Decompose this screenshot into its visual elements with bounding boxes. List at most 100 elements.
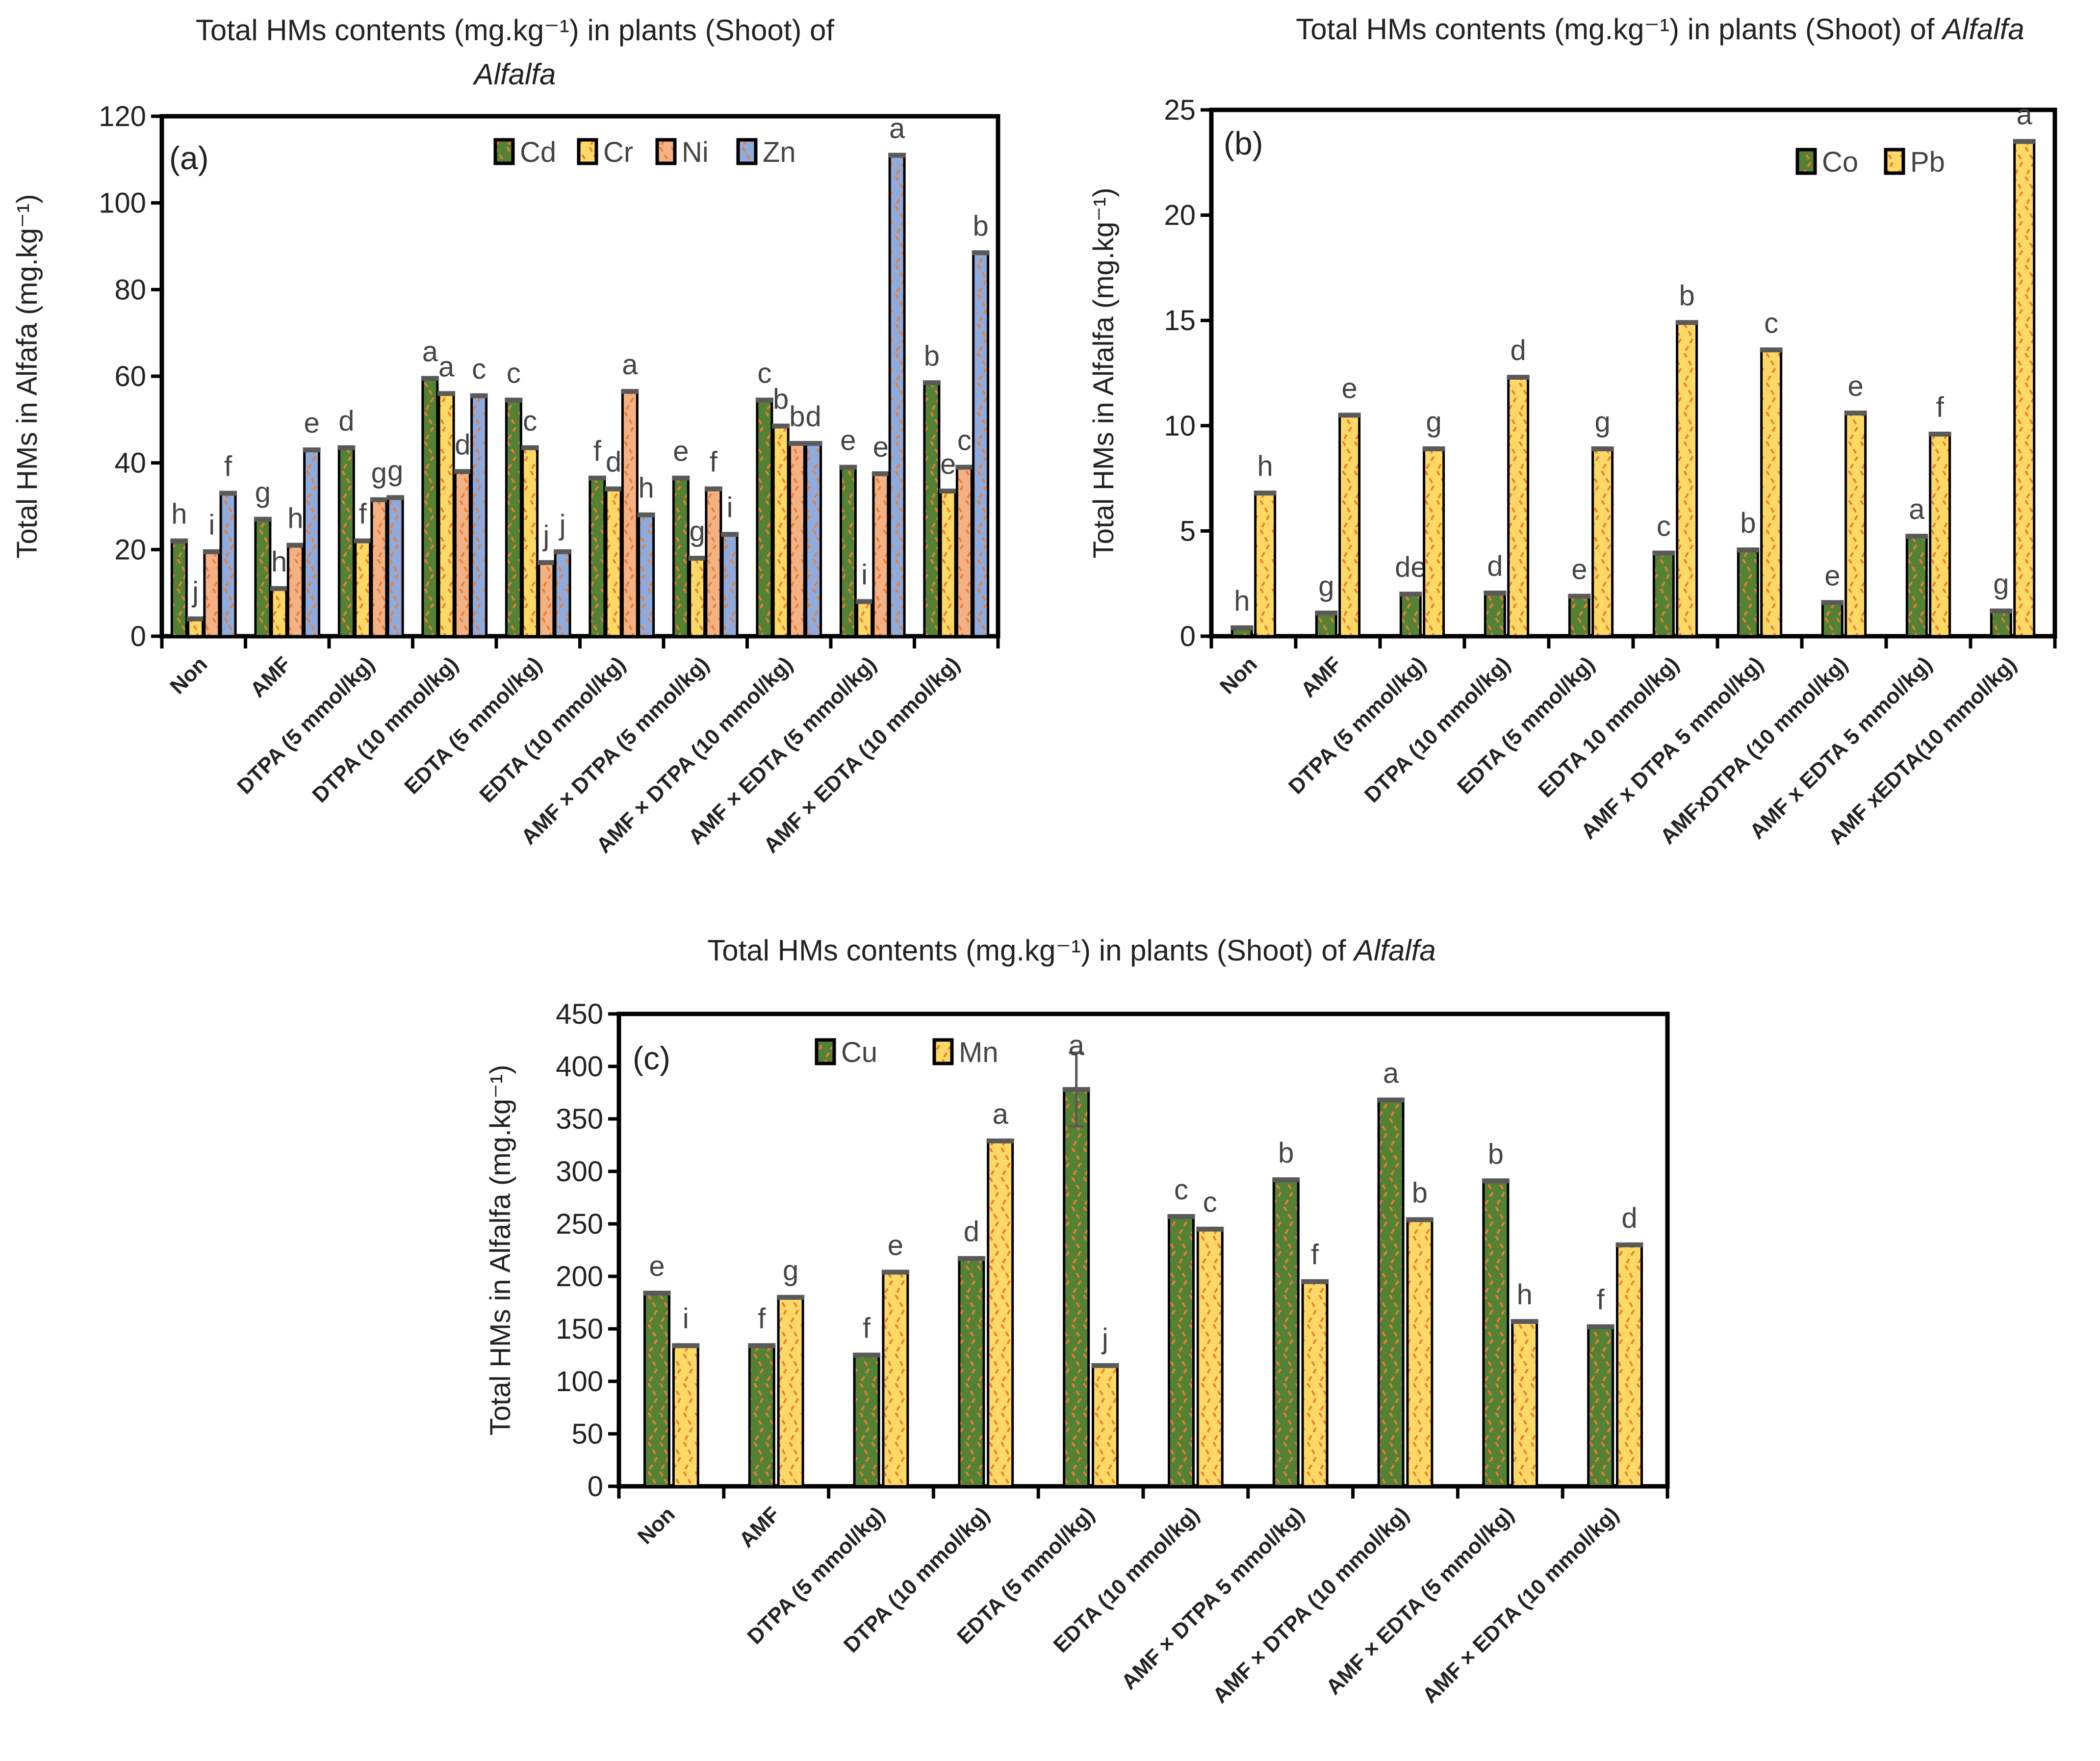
bar-cu [748, 1344, 775, 1488]
error-bar-cap [704, 486, 722, 492]
significance-letter: b [973, 210, 988, 242]
bar-zn [972, 251, 990, 638]
legend-label-co: Co [1822, 146, 1858, 178]
significance-letter: j [542, 520, 549, 552]
error-bar-cap [986, 1138, 1014, 1143]
error-bar-cap [957, 1256, 985, 1261]
error-bar-cap [437, 391, 456, 396]
bar-zn [805, 442, 822, 638]
bar-zn [554, 550, 571, 638]
significance-letter: a [993, 1098, 1009, 1130]
significance-letter: f [863, 1313, 871, 1345]
x-tick-label: AMF [735, 1502, 785, 1552]
bar-pb [1676, 321, 1698, 638]
error-bar-cap [1399, 592, 1422, 597]
y-axis-label: Total HMs in Alfalfa (mg.kg⁻¹) [485, 1065, 516, 1436]
significance-letter: e [649, 1250, 665, 1282]
y-tick-label: 400 [556, 1051, 603, 1083]
bar-mn [1615, 1243, 1643, 1488]
bar-cu [958, 1257, 985, 1488]
bar-ni [788, 442, 806, 638]
bar-pb [2013, 140, 2036, 638]
bar-cd [672, 477, 690, 638]
bar-pb [1591, 447, 1614, 638]
error-bar-cap [1091, 1363, 1119, 1368]
bar-ni [203, 550, 221, 638]
bar-mn [987, 1139, 1014, 1488]
bar-cr [856, 600, 873, 638]
significance-letter: d [964, 1216, 979, 1248]
error-bar-cap [1315, 610, 1338, 616]
bar-pb [1844, 412, 1867, 638]
error-bar-cap [1167, 1214, 1195, 1219]
chart-b: Total HMs contents (mg.kg⁻¹) in plants (… [1088, 13, 2057, 850]
y-tick-label: 0 [588, 1471, 603, 1502]
legend-label-zn: Zn [763, 136, 796, 168]
bar-cr [939, 490, 957, 638]
bar-cu [1482, 1179, 1510, 1488]
y-tick-label: 60 [114, 361, 146, 392]
plot-area [616, 1011, 1670, 1489]
error-bar-cap [219, 491, 237, 496]
bar-cu [1063, 1088, 1090, 1488]
error-bar-cap [853, 1352, 881, 1358]
significance-letter: a [1909, 493, 1925, 525]
bar-cu [853, 1354, 880, 1488]
y-tick-label: 80 [114, 274, 146, 306]
significance-letter: a [438, 351, 455, 383]
legend-swatch-mn [932, 1038, 954, 1065]
legend-label-ni: Ni [682, 136, 709, 168]
significance-letter: e [1342, 372, 1357, 404]
bar-cu [1272, 1178, 1300, 1488]
y-tick-label: 5 [1180, 515, 1196, 547]
bar-ni [370, 498, 388, 638]
y-tick-label: 10 [1164, 410, 1196, 442]
error-bar-cap [839, 465, 857, 470]
bar-zn [638, 514, 655, 638]
bar-cd [923, 381, 941, 638]
y-tick-label: 40 [114, 447, 146, 479]
error-bar-cap [537, 560, 555, 565]
error-bar-cap [1338, 413, 1361, 418]
significance-letter: g [255, 477, 271, 509]
error-bar-cap [337, 445, 356, 450]
bar-zn [219, 492, 237, 638]
error-bar-cap [1422, 446, 1445, 452]
significance-letter: d [606, 446, 621, 478]
bar-cu [643, 1292, 671, 1488]
error-bar-cap [1615, 1242, 1643, 1247]
significance-letter: h [1257, 450, 1273, 482]
x-tick-label: AMF [1296, 652, 1346, 702]
significance-letter: e [1571, 553, 1587, 585]
bar-co [1990, 609, 2012, 638]
error-bar-cap [2013, 139, 2036, 144]
y-tick-label: 20 [1164, 200, 1196, 232]
significance-letter: a [2017, 99, 2033, 130]
plot-area [1209, 107, 2057, 639]
significance-letter: g [387, 455, 403, 487]
error-bar-cap [1377, 1097, 1405, 1103]
bar-cd [337, 446, 355, 638]
error-bar-cap [1254, 491, 1277, 496]
significance-letter: h [271, 546, 287, 578]
y-tick-label: 25 [1164, 94, 1196, 126]
bar-ni [621, 390, 639, 638]
error-bar-cap [1737, 547, 1760, 553]
bar-cr [689, 557, 706, 638]
error-bar-cap [470, 393, 488, 398]
error-bar-cap [1760, 347, 1783, 353]
error-bar-cap [881, 1269, 909, 1275]
legend-label-cu: Cu [841, 1036, 877, 1068]
error-bar-cap [1652, 550, 1675, 556]
significance-letter: g [689, 516, 705, 547]
error-bar-cap [777, 1295, 805, 1300]
bar-cr [772, 425, 790, 638]
error-bar-cap [748, 1343, 776, 1348]
error-bar-cap [755, 397, 773, 403]
x-tick-label: Non [1215, 652, 1262, 699]
y-tick-label: 15 [1164, 305, 1196, 337]
legend-swatch-zn [736, 138, 758, 165]
legend-label-cd: Cd [520, 136, 556, 168]
significance-letter: f [1936, 391, 1945, 423]
